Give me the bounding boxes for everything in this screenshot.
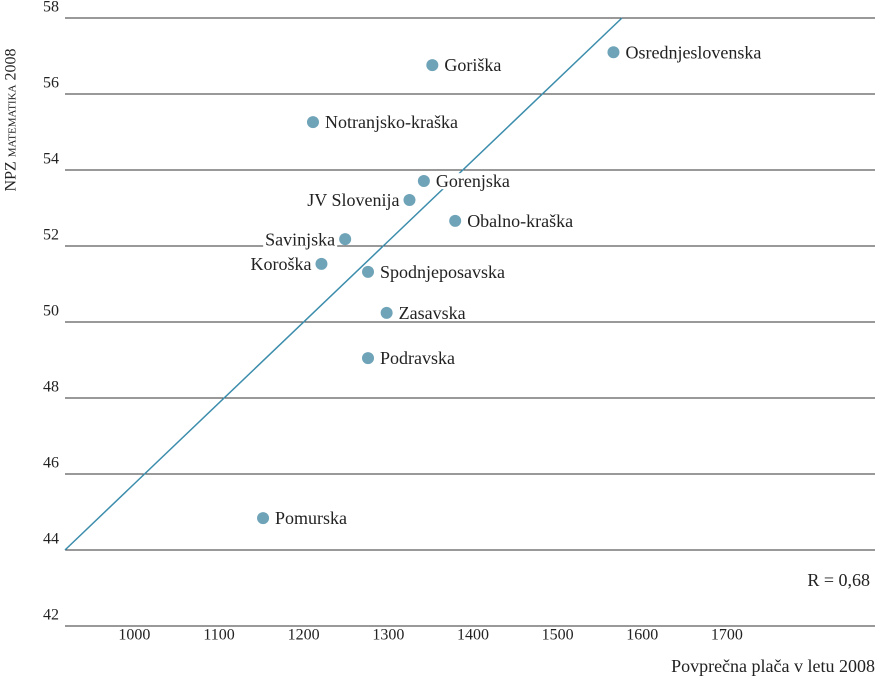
annotation: R = 0,68 <box>807 570 870 590</box>
x-tick-label: 1500 <box>542 627 574 644</box>
x-tick-label: 1200 <box>288 627 320 644</box>
point <box>607 46 620 59</box>
point <box>417 175 430 188</box>
y-tick-label: 42 <box>43 607 59 624</box>
point-label: Obalno-kraška <box>467 211 573 231</box>
point <box>315 257 328 270</box>
y-tick-label: 56 <box>43 75 59 92</box>
y-tick-label: 52 <box>43 227 59 244</box>
point <box>339 233 352 246</box>
y-axis-label: NPZ matematika 2008 <box>3 49 20 192</box>
x-tick-label: 1700 <box>711 627 743 644</box>
y-tick-label: 44 <box>43 531 59 548</box>
label-background <box>322 114 460 131</box>
label-background <box>396 305 468 322</box>
y-tick-label: 50 <box>43 303 59 320</box>
x-axis-label: Povprečna plača v letu 2008 <box>671 656 875 676</box>
label-background <box>623 44 764 61</box>
trend-line <box>64 17 623 551</box>
label-background <box>305 192 402 209</box>
point-label: Osrednjeslovenska <box>625 42 761 62</box>
x-tick-label: 1000 <box>118 627 150 644</box>
point <box>362 265 375 278</box>
point-label: Pomurska <box>275 508 347 528</box>
point-label: Savinjska <box>265 229 335 249</box>
label-background <box>465 213 576 230</box>
x-tick-label: 1100 <box>203 627 234 644</box>
point-label: Spodnjeposavska <box>380 262 505 282</box>
point <box>257 512 270 525</box>
label-background <box>273 510 350 527</box>
point <box>403 194 416 207</box>
point <box>362 352 375 365</box>
label-background <box>378 263 508 280</box>
point <box>380 306 393 319</box>
y-tick-label: 46 <box>43 455 59 472</box>
point <box>449 214 462 227</box>
point-label: JV Slovenija <box>307 190 399 210</box>
label-background <box>263 231 338 248</box>
point-label: Koroška <box>250 254 311 274</box>
point-label: Notranjsko-kraška <box>325 112 458 132</box>
x-tick-label: 1600 <box>626 627 658 644</box>
point-label: Goriška <box>444 55 501 75</box>
y-tick-label: 58 <box>43 0 59 16</box>
label-background <box>378 350 458 367</box>
y-tick-label: 48 <box>43 379 59 396</box>
label-background <box>433 173 512 190</box>
point <box>306 116 319 129</box>
point <box>426 59 439 72</box>
label-background <box>442 57 504 74</box>
y-tick-label: 54 <box>43 151 59 168</box>
point-label: Gorenjska <box>436 171 510 191</box>
point-label: Podravska <box>380 348 455 368</box>
point-label: Zasavska <box>399 303 466 323</box>
label-background <box>248 255 314 272</box>
x-tick-label: 1400 <box>457 627 489 644</box>
x-tick-label: 1300 <box>372 627 404 644</box>
